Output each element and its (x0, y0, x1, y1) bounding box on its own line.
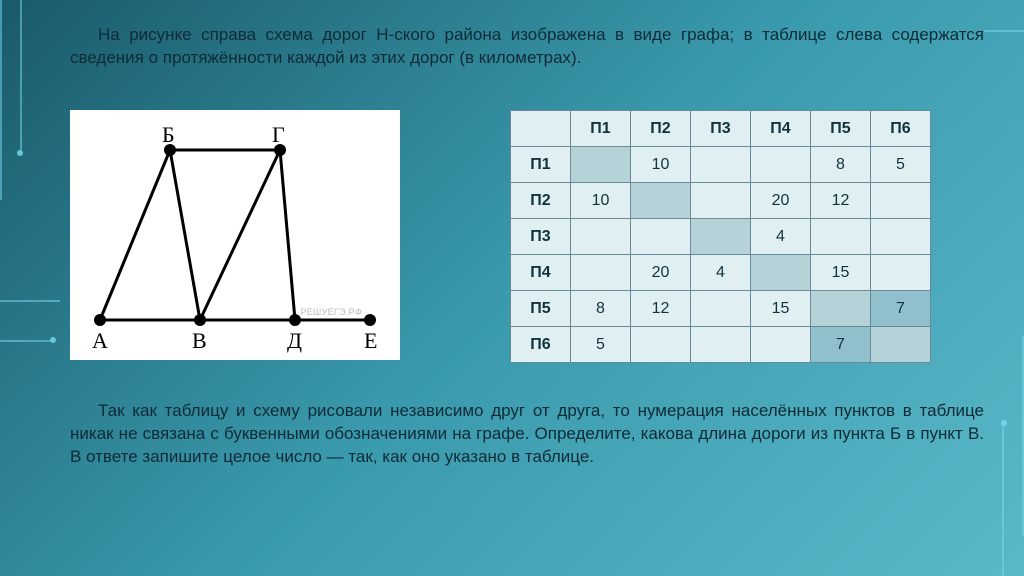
distance-table: П1П2П3П4П5П6П11085П2102012П34П420415П581… (510, 110, 931, 363)
graph-node (194, 314, 206, 326)
graph-edge (280, 150, 295, 320)
table-cell (571, 147, 631, 183)
table-cell: 4 (751, 219, 811, 255)
table-cell: 5 (571, 327, 631, 363)
table-cell (871, 183, 931, 219)
table-cell: 15 (811, 255, 871, 291)
table-cell (631, 219, 691, 255)
deco-dot (1001, 420, 1007, 426)
deco-line (20, 0, 22, 150)
table-cell: 10 (631, 147, 691, 183)
table-cell (691, 327, 751, 363)
table-cell: 7 (871, 291, 931, 327)
table-cell: 20 (631, 255, 691, 291)
table-cell (691, 219, 751, 255)
graph-node-label: В (192, 328, 207, 354)
table-cell: 10 (571, 183, 631, 219)
table-cell (871, 327, 931, 363)
table-row: П4 204 15 (511, 255, 931, 291)
table-col-header: П3 (691, 111, 751, 147)
distance-table-wrap: П1П2П3П4П5П6П11085П2102012П34П420415П581… (510, 110, 931, 363)
graph-edge (100, 150, 170, 320)
table-cell (631, 183, 691, 219)
graph-node (94, 314, 106, 326)
graph-node-label: Г (272, 122, 285, 148)
graph-edge (170, 150, 200, 320)
graph-node-label: А (92, 328, 108, 354)
content-row: АБВГДЕ РЕШУЕГЭ.РФ П1П2П3П4П5П6П11085П210… (70, 110, 984, 363)
table-row: П1 10 85 (511, 147, 931, 183)
table-cell (811, 291, 871, 327)
graph-node-label: Б (162, 122, 175, 148)
graph-node (289, 314, 301, 326)
table-col-header: П1 (571, 111, 631, 147)
graph-node-label: Е (364, 328, 377, 354)
deco-line (0, 300, 60, 302)
table-row-header: П1 (511, 147, 571, 183)
graph-edge (200, 150, 280, 320)
graph-svg (70, 110, 400, 360)
table-row-header: П4 (511, 255, 571, 291)
table-row-header: П2 (511, 183, 571, 219)
table-row: П3 4 (511, 219, 931, 255)
table-row-header: П3 (511, 219, 571, 255)
deco-dot (50, 337, 56, 343)
table-cell: 5 (871, 147, 931, 183)
table-cell (691, 291, 751, 327)
table-cell: 8 (571, 291, 631, 327)
table-cell: 12 (811, 183, 871, 219)
table-row-header: П5 (511, 291, 571, 327)
table-cell (571, 255, 631, 291)
table-col-header: П2 (631, 111, 691, 147)
table-cell: 7 (811, 327, 871, 363)
table-cell (871, 219, 931, 255)
problem-question-text: Так как таблицу и схему рисовали независ… (70, 400, 984, 469)
deco-line (984, 30, 1024, 32)
table-cell: 8 (811, 147, 871, 183)
table-cell (631, 327, 691, 363)
graph-node (364, 314, 376, 326)
table-cell (691, 183, 751, 219)
table-cell: 20 (751, 183, 811, 219)
table-row-header: П6 (511, 327, 571, 363)
table-col-header: П6 (871, 111, 931, 147)
table-cell (871, 255, 931, 291)
table-cell (811, 219, 871, 255)
table-cell (751, 147, 811, 183)
deco-dot (17, 150, 23, 156)
graph-watermark: РЕШУЕГЭ.РФ (300, 307, 362, 317)
road-graph: А Б В Г Д Е РЕШУЕГЭ.РФ (70, 110, 400, 360)
table-row: П210 2012 (511, 183, 931, 219)
table-cell (571, 219, 631, 255)
deco-line (0, 340, 50, 342)
table-cell (751, 327, 811, 363)
table-cell: 4 (691, 255, 751, 291)
table-row: П65 7 (511, 327, 931, 363)
table-cell: 12 (631, 291, 691, 327)
deco-line (0, 0, 2, 200)
table-cell: 15 (751, 291, 811, 327)
problem-intro-text: На рисунке справа схема дорог Н-ского ра… (70, 24, 984, 70)
table-corner (511, 111, 571, 147)
table-row: П5812 15 7 (511, 291, 931, 327)
graph-node-label: Д (287, 328, 302, 354)
deco-line (1002, 426, 1004, 576)
table-col-header: П4 (751, 111, 811, 147)
table-cell (751, 255, 811, 291)
table-col-header: П5 (811, 111, 871, 147)
table-cell (691, 147, 751, 183)
